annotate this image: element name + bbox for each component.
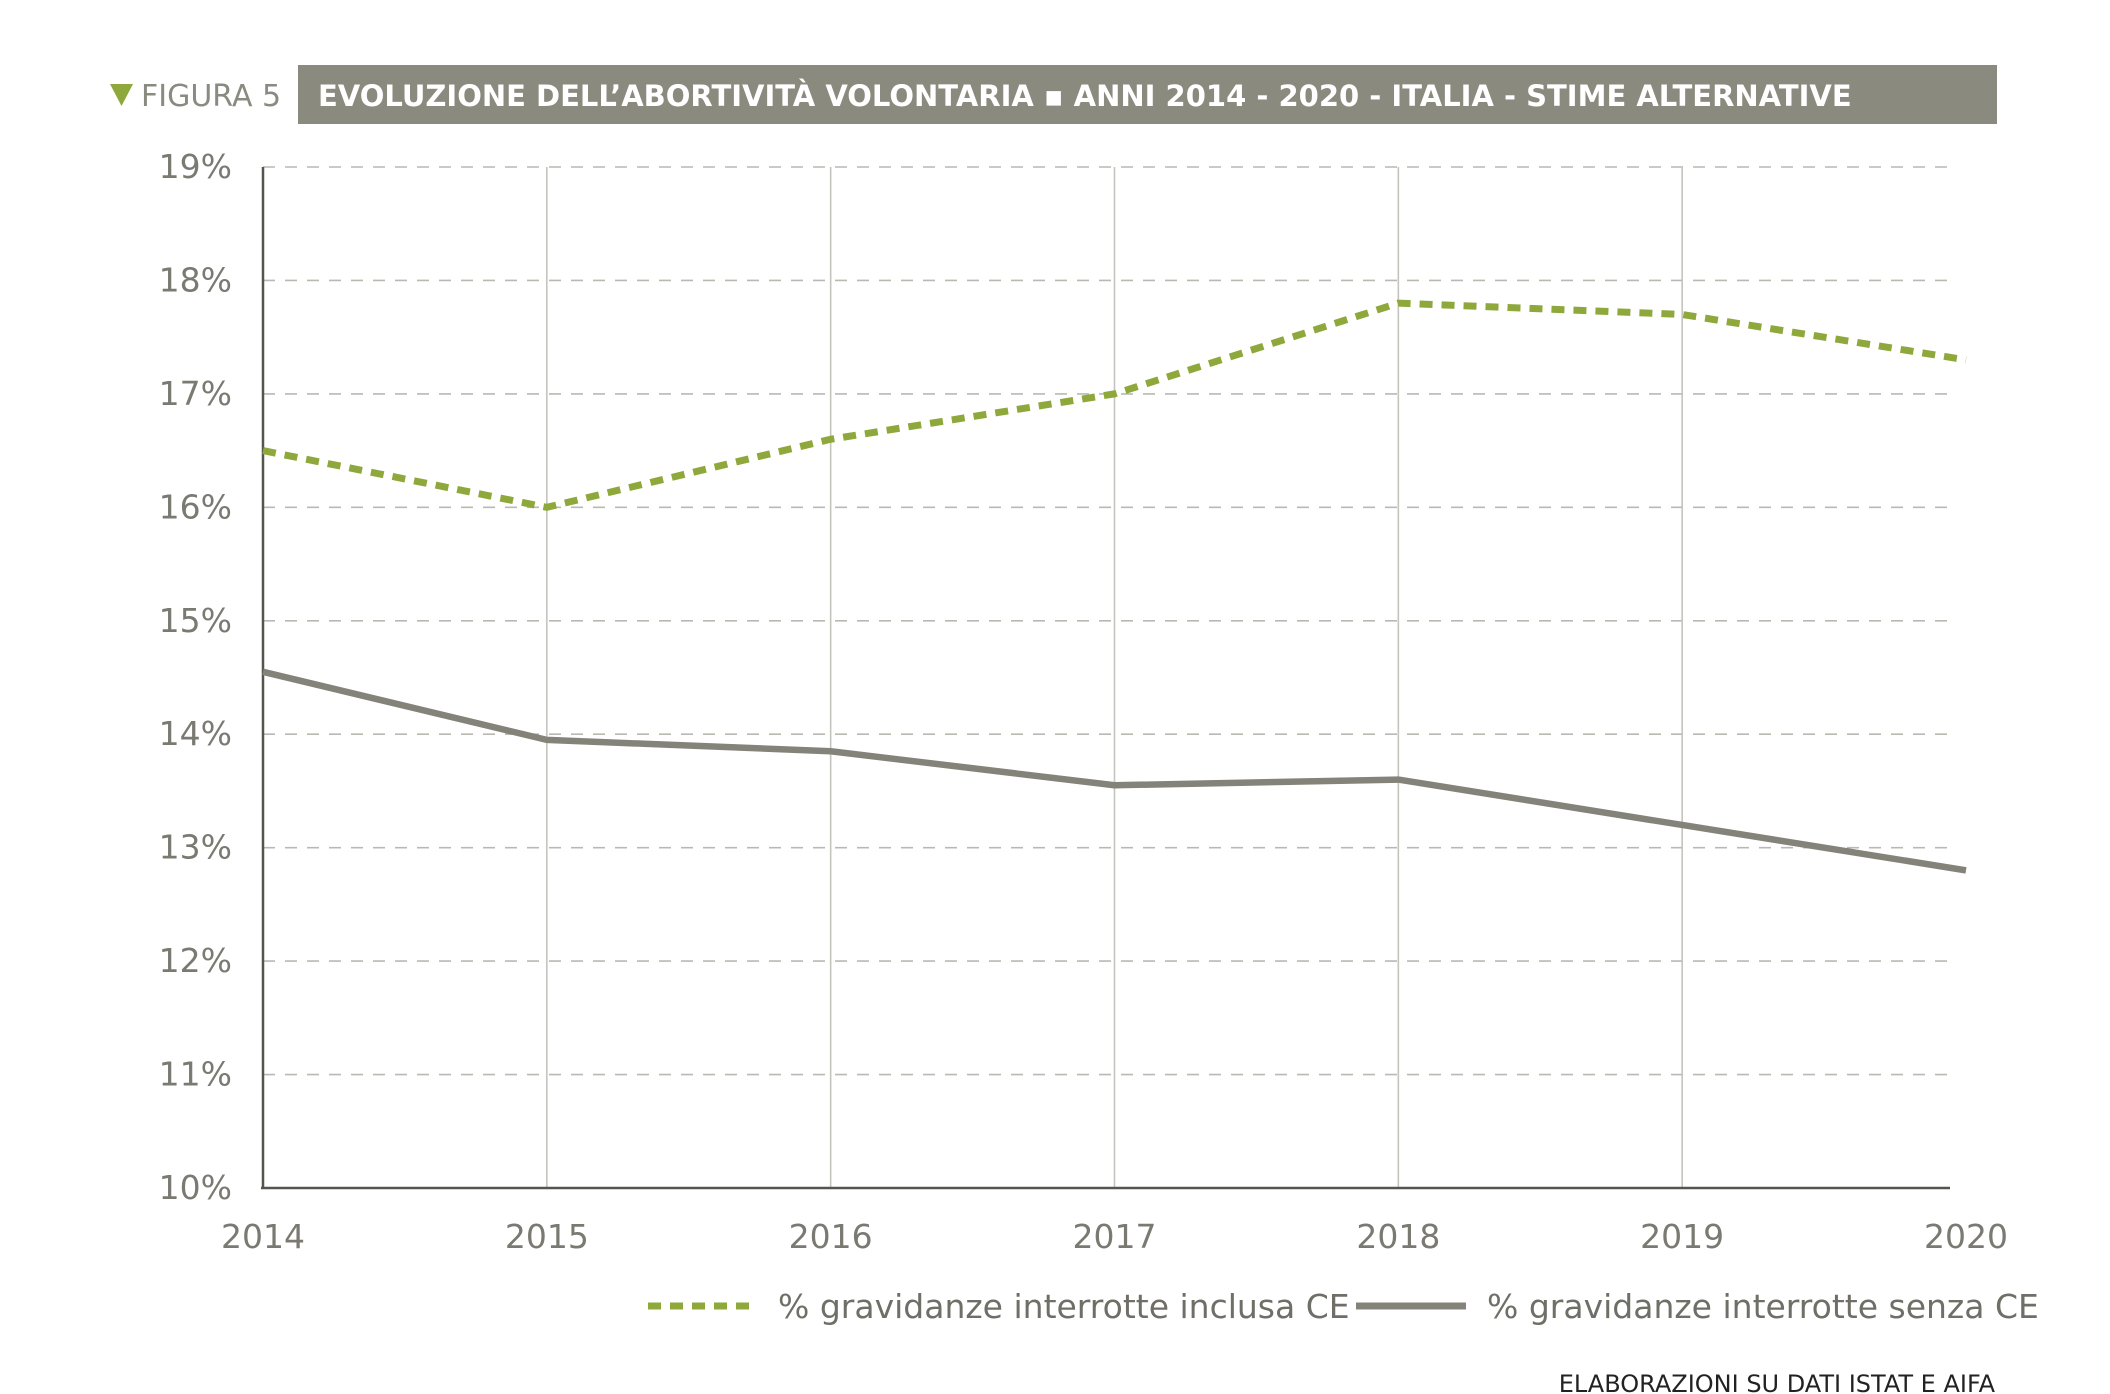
y-tick-label: 18% — [159, 260, 232, 299]
x-tick-label: 2014 — [221, 1217, 305, 1256]
y-tick-label: 12% — [159, 941, 232, 980]
y-tick-label: 13% — [159, 828, 232, 867]
source-note: ELABORAZIONI SU DATI ISTAT E AIFA — [1559, 1370, 1996, 1394]
x-tick-label: 2018 — [1356, 1217, 1440, 1256]
y-tick-label: 15% — [159, 601, 232, 640]
x-tick-label: 2020 — [1924, 1217, 2008, 1256]
y-tick-label: 11% — [159, 1055, 232, 1094]
axes — [261, 167, 1950, 1190]
y-tick-label: 10% — [159, 1168, 232, 1207]
figure-marker-icon — [110, 84, 133, 106]
x-tick-label: 2015 — [505, 1217, 589, 1256]
legend-label-2: % gravidanze interrotte senza CE — [1487, 1287, 2039, 1326]
grid — [263, 166, 1950, 1188]
x-tick-label: 2016 — [789, 1217, 873, 1256]
y-tick-label: 19% — [159, 147, 232, 186]
x-tick-label: 2017 — [1073, 1217, 1157, 1256]
legend-label-1: % gravidanze interrotte inclusa CE — [778, 1287, 1350, 1326]
y-tick-label: 14% — [159, 714, 232, 753]
x-tick-label: 2019 — [1640, 1217, 1724, 1256]
y-tick-label: 16% — [159, 487, 232, 526]
chart-title: EVOLUZIONE DELL’ABORTIVITÀ VOLONTARIA ▪ … — [318, 79, 1852, 113]
title-bar — [298, 65, 1997, 124]
series-lines — [262, 299, 1967, 874]
y-axis-ticks: 10% 11% 12% 13% 14% 15% 16% 17% 18% 19% — [159, 147, 232, 1207]
x-axis-ticks: 2014 2015 2016 2017 2018 2019 2020 — [221, 1217, 2008, 1256]
figure-label: FIGURA 5 — [141, 79, 281, 114]
y-tick-label: 17% — [159, 374, 232, 413]
legend: % gravidanze interrotte inclusa CE % grav… — [648, 1287, 2039, 1326]
